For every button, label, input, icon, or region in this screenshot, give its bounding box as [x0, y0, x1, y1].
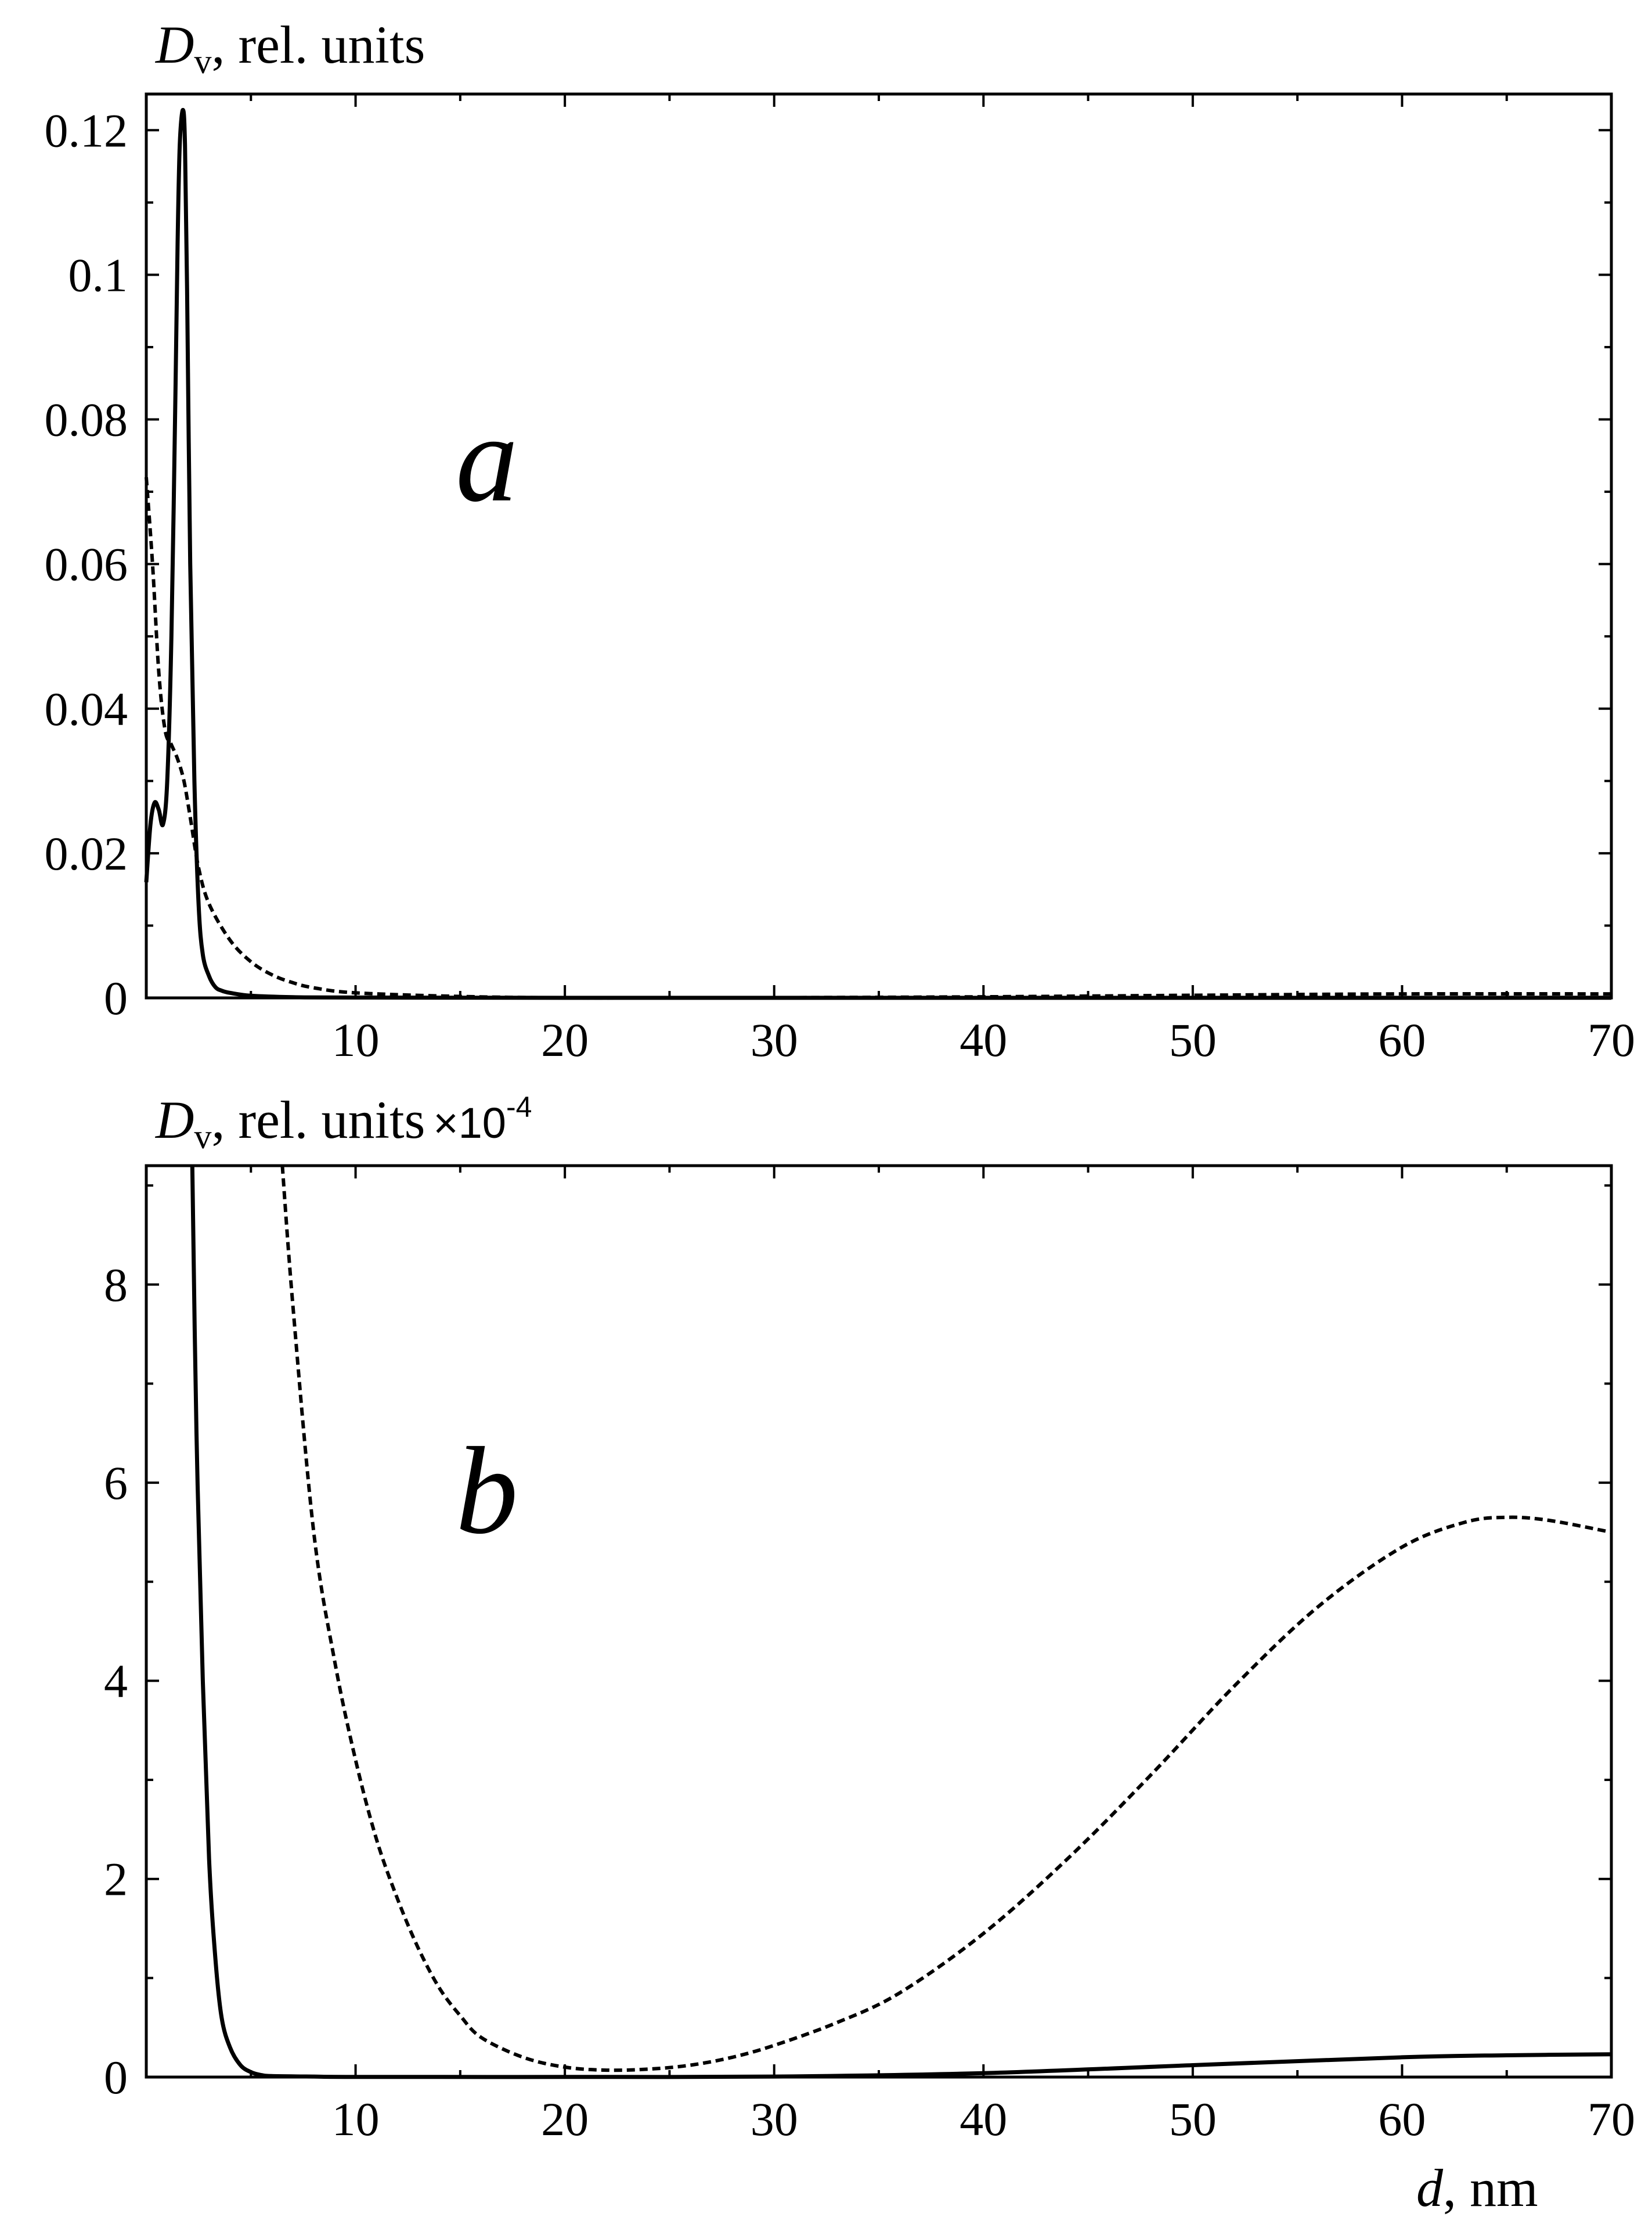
- x-tick-label: 10: [332, 2093, 380, 2146]
- series-line-solid: [144, 107, 1612, 1000]
- panel-b-xlabel: d, nm: [1416, 2158, 1538, 2218]
- series-line-dashed: [145, 477, 1612, 1000]
- panel-a-tick-labels: 10 20 30 40 50 60 70 0 0.02 0.04 0.06 0.08 0.1 0.12: [45, 104, 1636, 1066]
- y-tick-label: 0: [104, 2051, 128, 2104]
- y-tick-label: 6: [104, 1457, 128, 1509]
- y-tick-label: 0.1: [68, 248, 128, 301]
- x-tick-label: 60: [1378, 2093, 1426, 2146]
- x-tick-label: 50: [1169, 1014, 1217, 1066]
- panel-b-frame: [145, 1164, 1613, 2079]
- panel-a-frame: [145, 92, 1613, 1000]
- x-tick-label: 40: [960, 2093, 1007, 2146]
- x-tick-label: 20: [541, 2093, 589, 2146]
- x-tick-label: 50: [1169, 2093, 1217, 2146]
- x-tick-label: 70: [1588, 1014, 1635, 1066]
- x-tick-label: 30: [751, 1014, 798, 1066]
- panel-a-ticks: [146, 94, 1613, 999]
- panel-b-series: [190, 1165, 1612, 2079]
- x-tick-label: 60: [1378, 1014, 1426, 1066]
- y-tick-label: 0: [104, 972, 128, 1025]
- panel-b-ticks: [146, 1166, 1613, 2078]
- panel-b-letter: b: [456, 1421, 518, 1560]
- x-tick-label: 70: [1588, 2093, 1635, 2146]
- series-line-dashed: [280, 1165, 1612, 2072]
- y-tick-label: 0.06: [45, 538, 128, 591]
- x-tick-label: 30: [751, 2093, 798, 2146]
- y-tick-label: 0.12: [45, 104, 128, 157]
- panel-a-series: [144, 107, 1612, 1000]
- panel-a-chart: Dv, rel. units a 10 20 30 40 50 60 70 0 0.02 0.04…: [45, 15, 1636, 1066]
- panel-b-ylabel: Dv, rel. units ×10-4: [154, 1090, 532, 1156]
- panel-a-letter: a: [456, 389, 518, 528]
- panel-a-ylabel: Dv, rel. units: [154, 15, 425, 81]
- y-tick-label: 0.08: [45, 394, 128, 446]
- y-tick-label: 8: [104, 1259, 128, 1311]
- x-tick-label: 10: [332, 1014, 380, 1066]
- y-tick-label: 2: [104, 1853, 128, 1906]
- panel-b-tick-labels: 10 20 30 40 50 60 70 0 2 4 6 8: [104, 1259, 1635, 2146]
- panel-b-chart: Dv, rel. units ×10-4 b d, nm 10 20 30 40 50 60…: [104, 1090, 1635, 2218]
- x-tick-label: 40: [960, 1014, 1007, 1066]
- series-line-solid: [190, 1165, 1612, 2079]
- x-tick-label: 20: [541, 1014, 589, 1066]
- y-tick-label: 0.02: [45, 827, 128, 880]
- y-tick-label: 4: [104, 1654, 128, 1707]
- y-tick-label: 0.04: [45, 683, 128, 736]
